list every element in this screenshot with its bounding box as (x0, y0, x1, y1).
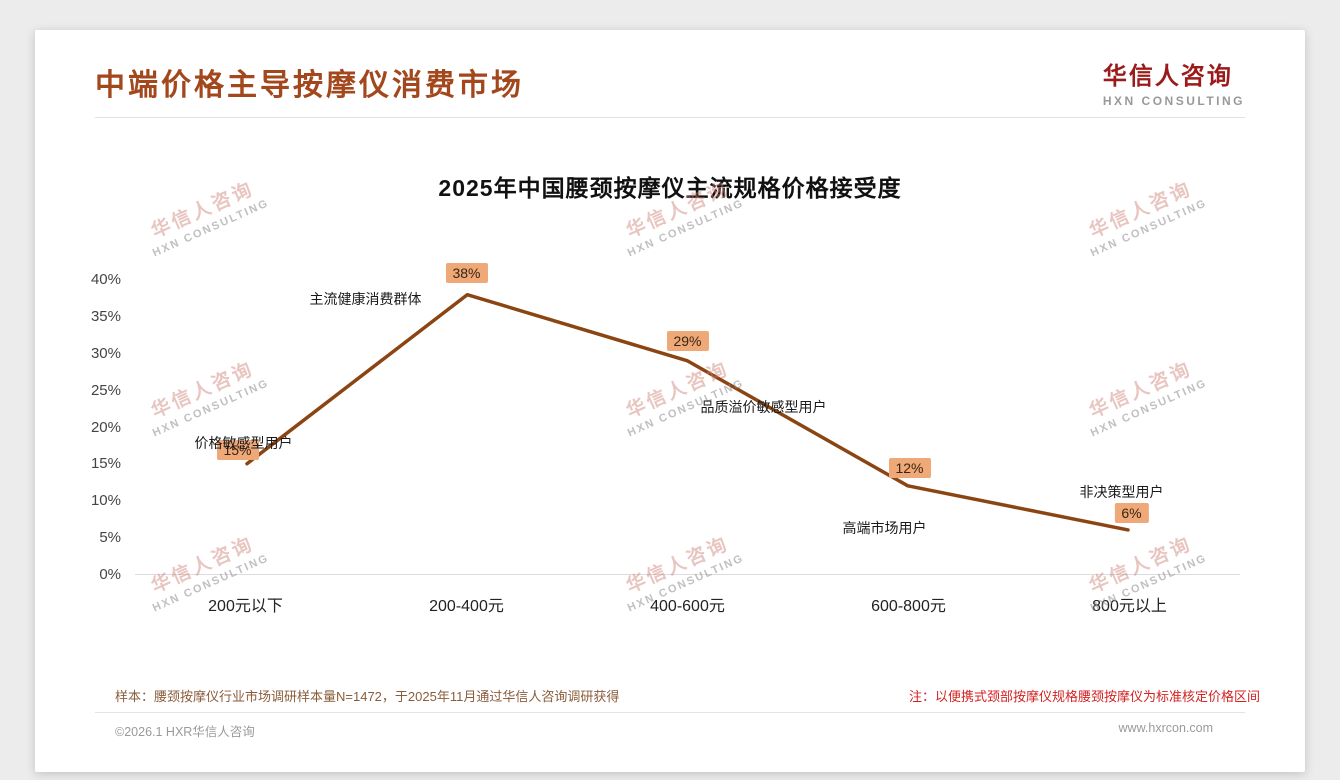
watermark-text-en: HXN CONSULTING (625, 197, 746, 260)
watermark-text-en: HXN CONSULTING (150, 197, 271, 260)
footnotes-row: 样本：腰颈按摩仪行业市场调研样本量N=1472，于2025年11月通过华信人咨询… (115, 686, 1260, 705)
copyright-text: ©2026.1 HXR华信人咨询 (115, 725, 255, 739)
y-axis-tick-label: 35% (90, 307, 121, 325)
y-axis-tick-label: 20% (90, 418, 121, 436)
company-logo: 华信人咨询 HXN CONSULTING (1103, 56, 1245, 108)
x-axis-labels: 200元以下 200-400元 400-600元 600-800元 800元以上 (135, 592, 1240, 616)
series-annotation: 高端市场用户 (842, 519, 927, 536)
trend-line (245, 292, 1130, 532)
data-point-label: 15% (216, 440, 259, 461)
y-axis-tick-label: 30% (90, 344, 121, 362)
y-axis-tick-label: 10% (90, 492, 121, 510)
data-point-label: 12% (888, 457, 931, 478)
logo-english-name: HXN CONSULTING (1102, 93, 1245, 108)
footer: ©2026.1 HXR华信人咨询 www.hxrcon.com (115, 721, 1213, 740)
data-point-label: 6% (1114, 502, 1149, 523)
header: 中端价格主导按摩仪消费市场 华信人咨询 HXN CONSULTING (95, 30, 1245, 118)
x-axis-category-label: 600-800元 (871, 598, 946, 615)
website-text: www.hxrcon.com (1118, 721, 1213, 735)
trend-line-svg (245, 292, 1130, 532)
plot-area: 15% 38% 29% 12% 6% 价格敏感型用户 主流健康消费群体品质溢价敏感型用户高端… (135, 262, 1240, 575)
series-annotation: 品质溢价敏感型用户 (700, 399, 827, 416)
logo-chinese-name: 华信人咨询 (1102, 62, 1233, 90)
y-axis-labels: 0% 5% 10% 15% 20% 25% 30% 35% 40% (35, 271, 121, 583)
chart-title: 2025年中国腰颈按摩仪主流规格价格接受度 (438, 175, 902, 201)
y-axis-tick-label: 15% (90, 455, 121, 473)
data-point-label: 38% (445, 262, 488, 283)
x-axis-category-label: 800元以上 (1092, 598, 1167, 615)
series-annotation: 主流健康消费群体 (309, 290, 422, 307)
y-axis-tick-label: 0% (99, 566, 121, 583)
page-title: 中端价格主导按摩仪消费市场 (95, 68, 524, 102)
y-axis-tick-label: 40% (90, 271, 121, 288)
x-axis-category-label: 200-400元 (429, 598, 504, 615)
x-axis-category-label: 400-600元 (650, 598, 725, 615)
report-slide: 华信人咨询 HXN CONSULTING 华信人咨询 HXN CONSULTING 华信… (35, 30, 1305, 772)
footer-divider (95, 712, 1245, 713)
sample-note: 样本：腰颈按摩仪行业市场调研样本量N=1472，于2025年11月通过华信人咨询… (115, 689, 620, 704)
watermark-text-en: HXN CONSULTING (1088, 197, 1209, 260)
disclaimer-note: 注：以便携式颈部按摩仪规格腰颈按摩仪为标准核定价格区间 (908, 689, 1260, 704)
series-annotation: 非决策型用户 (1079, 483, 1164, 500)
y-axis-tick-label: 5% (99, 529, 121, 547)
y-axis-tick-label: 25% (90, 381, 121, 399)
x-axis-category-label: 200元以下 (208, 598, 283, 615)
data-point-label: 29% (666, 331, 709, 352)
series-annotation: 价格敏感型用户 (194, 435, 293, 452)
